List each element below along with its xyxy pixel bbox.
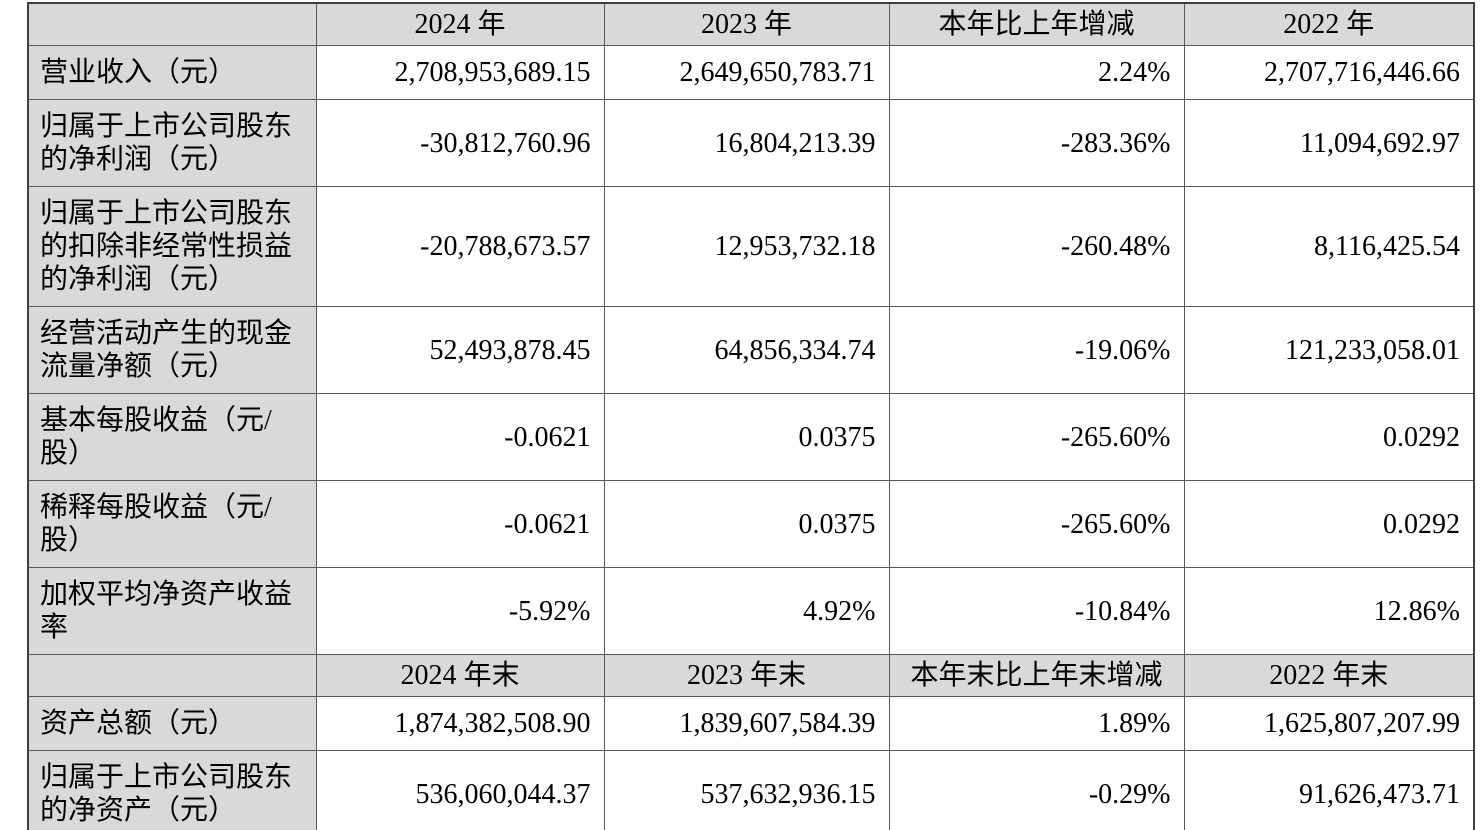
value-cell: -283.36% bbox=[888, 99, 1185, 187]
table-header-row: 2024 年末 2023 年末 本年末比上年末增减 2022 年末 bbox=[27, 654, 1475, 697]
value-cell: 11,094,692.97 bbox=[1183, 99, 1475, 187]
column-header: 2023 年 bbox=[603, 2, 890, 46]
row-label: 基本每股收益（元/股） bbox=[27, 393, 317, 481]
column-header: 2024 年末 bbox=[315, 654, 605, 697]
table-row: 归属于上市公司股东的净资产（元） 536,060,044.37 537,632,93… bbox=[27, 750, 1475, 830]
value-cell: 0.0292 bbox=[1183, 480, 1475, 568]
corner-cell bbox=[27, 654, 317, 697]
value-cell: 12,953,732.18 bbox=[603, 186, 890, 307]
row-label: 归属于上市公司股东的扣除非经常性损益的净利润（元） bbox=[27, 186, 317, 307]
value-cell: 0.0375 bbox=[603, 393, 890, 481]
value-cell: 537,632,936.15 bbox=[603, 750, 890, 830]
financial-table-body: 2024 年 2023 年本年比上年增减 2022 年营业收入（元） 2,708,95… bbox=[27, 2, 1475, 830]
table-row: 加权平均净资产收益率 -5.92% 4.92% -10.84% 12.86% bbox=[27, 567, 1475, 655]
column-header: 2023 年末 bbox=[603, 654, 890, 697]
value-cell: 16,804,213.39 bbox=[603, 99, 890, 187]
value-cell: -265.60% bbox=[888, 393, 1185, 481]
table-row: 归属于上市公司股东的净利润（元） -30,812,760.96 16,804,213… bbox=[27, 99, 1475, 187]
value-cell: 2,649,650,783.71 bbox=[603, 45, 890, 100]
value-cell: 536,060,044.37 bbox=[315, 750, 605, 830]
column-header: 本年末比上年末增减 bbox=[888, 654, 1185, 697]
row-label: 经营活动产生的现金流量净额（元） bbox=[27, 306, 317, 394]
row-label: 归属于上市公司股东的净资产（元） bbox=[27, 750, 317, 830]
table-row: 营业收入（元） 2,708,953,689.15 2,649,650,783.71 2… bbox=[27, 45, 1475, 100]
value-cell: -20,788,673.57 bbox=[315, 186, 605, 307]
value-cell: -0.0621 bbox=[315, 480, 605, 568]
value-cell: -265.60% bbox=[888, 480, 1185, 568]
value-cell: 1.89% bbox=[888, 696, 1185, 751]
table-row: 经营活动产生的现金流量净额（元） 52,493,878.45 64,856,334.… bbox=[27, 306, 1475, 394]
column-header: 2024 年 bbox=[315, 2, 605, 46]
table-row: 基本每股收益（元/股） -0.0621 0.0375 -265.60% 0.0292 bbox=[27, 393, 1475, 481]
value-cell: -260.48% bbox=[888, 186, 1185, 307]
value-cell: 1,839,607,584.39 bbox=[603, 696, 890, 751]
value-cell: 2,707,716,446.66 bbox=[1183, 45, 1475, 100]
value-cell: 2.24% bbox=[888, 45, 1185, 100]
value-cell: 1,625,807,207.99 bbox=[1183, 696, 1475, 751]
value-cell: 2,708,953,689.15 bbox=[315, 45, 605, 100]
table-row: 归属于上市公司股东的扣除非经常性损益的净利润（元） -20,788,673.57 1… bbox=[27, 186, 1475, 307]
value-cell: 1,874,382,508.90 bbox=[315, 696, 605, 751]
value-cell: 91,626,473.71 bbox=[1183, 750, 1475, 830]
value-cell: 0.0292 bbox=[1183, 393, 1475, 481]
value-cell: 4.92% bbox=[603, 567, 890, 655]
value-cell: -0.0621 bbox=[315, 393, 605, 481]
row-label: 营业收入（元） bbox=[27, 45, 317, 100]
value-cell: 0.0375 bbox=[603, 480, 890, 568]
value-cell: -0.29% bbox=[888, 750, 1185, 830]
value-cell: -19.06% bbox=[888, 306, 1185, 394]
row-label: 资产总额（元） bbox=[27, 696, 317, 751]
row-label: 稀释每股收益（元/股） bbox=[27, 480, 317, 568]
financial-summary-table: 2024 年 2023 年本年比上年增减 2022 年营业收入（元） 2,708,95… bbox=[27, 2, 1475, 830]
value-cell: 121,233,058.01 bbox=[1183, 306, 1475, 394]
column-header: 本年比上年增减 bbox=[888, 2, 1185, 46]
table-row: 资产总额（元） 1,874,382,508.90 1,839,607,584.39 1… bbox=[27, 696, 1475, 751]
row-label: 归属于上市公司股东的净利润（元） bbox=[27, 99, 317, 187]
corner-cell bbox=[27, 2, 317, 46]
value-cell: 12.86% bbox=[1183, 567, 1475, 655]
value-cell: 52,493,878.45 bbox=[315, 306, 605, 394]
value-cell: -10.84% bbox=[888, 567, 1185, 655]
row-label: 加权平均净资产收益率 bbox=[27, 567, 317, 655]
column-header: 2022 年末 bbox=[1183, 654, 1475, 697]
table-row: 稀释每股收益（元/股） -0.0621 0.0375 -265.60% 0.0292 bbox=[27, 480, 1475, 568]
column-header: 2022 年 bbox=[1183, 2, 1475, 46]
table-header-row: 2024 年 2023 年本年比上年增减 2022 年 bbox=[27, 2, 1475, 46]
value-cell: -5.92% bbox=[315, 567, 605, 655]
value-cell: 8,116,425.54 bbox=[1183, 186, 1475, 307]
value-cell: 64,856,334.74 bbox=[603, 306, 890, 394]
value-cell: -30,812,760.96 bbox=[315, 99, 605, 187]
